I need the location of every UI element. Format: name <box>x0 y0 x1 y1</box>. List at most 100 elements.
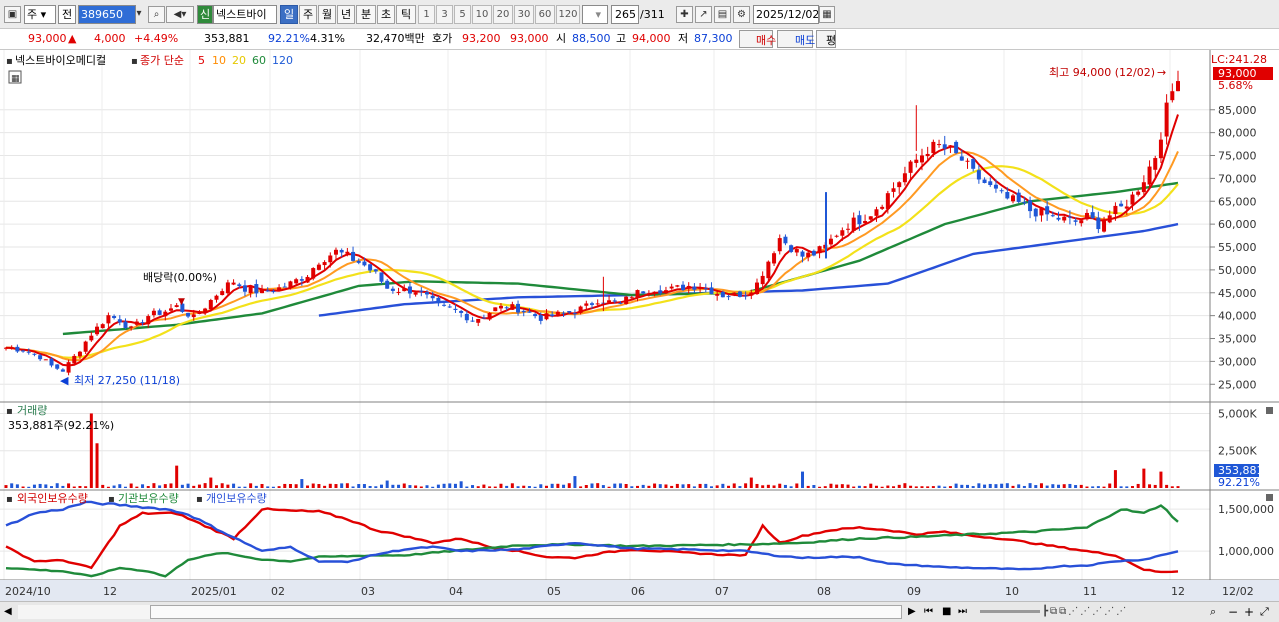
candle-body <box>464 313 469 321</box>
period-day[interactable]: 일 <box>280 5 298 24</box>
period-week[interactable]: 주 <box>299 5 317 24</box>
candle-body <box>333 249 338 255</box>
stock-code-input[interactable]: 389650 <box>78 5 136 24</box>
candle-body <box>1141 182 1146 193</box>
custom-period-select[interactable]: ▾ <box>582 5 608 24</box>
period-month[interactable]: 월 <box>318 5 336 24</box>
sell-button[interactable]: 매도 <box>777 30 815 48</box>
stop-icon[interactable]: ■ <box>942 606 952 617</box>
scroll-right-icon[interactable]: ▶ <box>908 606 916 617</box>
volume-bar <box>311 483 315 488</box>
code-dropdown-icon[interactable]: ▾ <box>136 8 142 19</box>
low-price: 87,300 <box>694 32 733 45</box>
rewind-icon[interactable]: ⏮ <box>924 606 933 617</box>
volume-bar <box>294 484 298 488</box>
search-icon[interactable]: ⌕ <box>148 6 165 23</box>
candle-body <box>191 314 196 318</box>
zoom-in-icon[interactable]: + <box>1244 605 1255 619</box>
candle-body <box>834 235 839 237</box>
volume-bar <box>192 485 196 488</box>
time-tick-label: 03 <box>361 585 375 598</box>
volume-panel-close-icon[interactable] <box>1266 407 1273 414</box>
holding-bullet-2: ▪ <box>108 494 115 505</box>
candle-body <box>800 251 805 257</box>
eval-button[interactable]: 평 <box>816 30 836 48</box>
minute-30[interactable]: 30 <box>514 5 534 24</box>
minute-5[interactable]: 5 <box>454 5 471 24</box>
minute-60[interactable]: 60 <box>535 5 555 24</box>
volume-bar <box>704 483 708 488</box>
market-select[interactable]: 주 ▾ <box>24 5 56 24</box>
volume-bar <box>1176 486 1180 488</box>
zoom-slider[interactable] <box>980 610 1040 613</box>
candle-body <box>1102 221 1107 232</box>
volume-bar <box>601 485 605 488</box>
gear-icon[interactable]: ⚙ <box>733 6 750 23</box>
scroll-thumb[interactable] <box>150 605 902 619</box>
minute-120[interactable]: 120 <box>556 5 580 24</box>
volume-tag <box>1214 464 1259 477</box>
period-minute[interactable]: 분 <box>356 5 376 24</box>
zoom-out-icon[interactable]: − <box>1228 605 1239 619</box>
turnover-pct: 4.31% <box>310 32 345 45</box>
minute-1[interactable]: 1 <box>418 5 435 24</box>
period-second[interactable]: 초 <box>377 5 395 24</box>
bid-price-2: 93,000 <box>510 32 549 45</box>
expand-icon[interactable]: ⤢ <box>1260 605 1269 618</box>
date-input[interactable]: 2025/12/02 <box>753 5 819 24</box>
candle-body <box>237 284 242 287</box>
volume-bar <box>886 485 890 488</box>
volume-bar <box>658 484 662 488</box>
scroll-track[interactable] <box>18 605 150 619</box>
scroll-left-icon[interactable]: ◀ <box>4 606 12 617</box>
speaker-icon[interactable]: ◀▾ <box>166 6 194 23</box>
minute-10[interactable]: 10 <box>472 5 492 24</box>
calculator-icon[interactable] <box>8 70 22 84</box>
candle-body <box>186 312 191 317</box>
volume-bar <box>209 477 213 488</box>
volume-bar <box>1022 485 1026 488</box>
magnify-icon[interactable]: ⌕ <box>1210 605 1217 618</box>
up-arrow-icon: ▲ <box>68 32 77 45</box>
volume-bar <box>254 485 258 488</box>
type-select[interactable]: 전 <box>58 5 76 24</box>
calendar-icon[interactable]: ▦ <box>819 6 835 23</box>
save-icon[interactable]: ▤ <box>714 6 731 23</box>
holding-panel-close-icon[interactable] <box>1266 494 1273 501</box>
period-year[interactable]: 년 <box>337 5 355 24</box>
cross-icon[interactable]: ✚ <box>676 6 693 23</box>
chart-type-icons[interactable]: ┣⧉⧉⋰⋰⋰⋰⋰ <box>1042 606 1129 617</box>
candle-body <box>624 296 629 304</box>
bottom-scroll-bar: ◀ ▶ ⏮ ■ ⏭ ┣⧉⧉⋰⋰⋰⋰⋰ ⌕ − + ⤢ <box>0 601 1279 622</box>
minute-20[interactable]: 20 <box>493 5 513 24</box>
volume-bar <box>129 483 133 488</box>
low-label: 저 <box>678 32 689 45</box>
volume-bar <box>977 483 981 488</box>
draw-tool-icon[interactable]: ↗ <box>695 6 712 23</box>
candle-body <box>425 292 430 295</box>
volume-bar <box>812 485 816 488</box>
candle-body <box>271 290 276 292</box>
candle-body <box>772 253 777 264</box>
candle-body <box>112 316 117 319</box>
candle-body <box>931 141 936 154</box>
candle-body <box>572 313 577 315</box>
layout-icon[interactable]: ▣ <box>4 6 21 23</box>
candle-body <box>231 282 236 285</box>
holding-panel <box>5 500 1179 578</box>
period-tick[interactable]: 틱 <box>396 5 416 24</box>
volume-ratio: 92.21% <box>268 32 310 45</box>
count-input[interactable]: 265 <box>611 5 639 24</box>
volume-bar <box>146 486 150 488</box>
candle-body <box>726 296 731 298</box>
fast-forward-icon[interactable]: ⏭ <box>958 606 967 617</box>
candle-body <box>635 290 640 298</box>
candle-body <box>89 335 94 341</box>
buy-button[interactable]: 매수 <box>739 30 776 48</box>
stock-chart[interactable]: 25,00030,00035,00040,00045,00050,00055,0… <box>0 50 1279 601</box>
candle-body <box>1073 220 1078 222</box>
minute-3[interactable]: 3 <box>436 5 453 24</box>
volume-bar <box>391 484 395 488</box>
volume-bar <box>573 476 577 488</box>
candle-body <box>242 285 247 292</box>
